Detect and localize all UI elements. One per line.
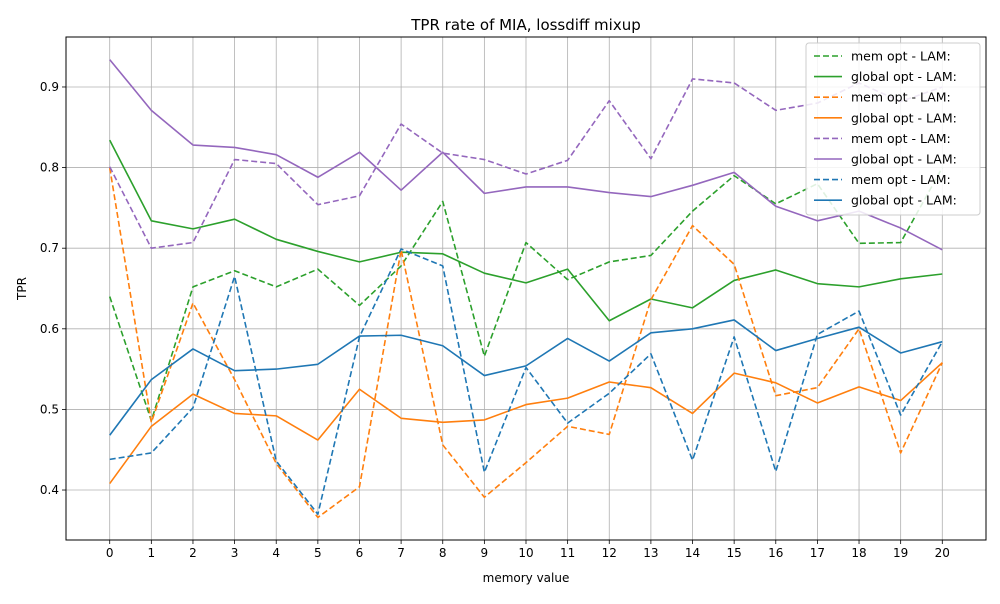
- x-tick-label: 2: [189, 546, 197, 560]
- x-tick-label: 9: [481, 546, 489, 560]
- x-tick-label: 15: [727, 546, 742, 560]
- x-tick-label: 6: [356, 546, 364, 560]
- x-axis-label: memory value: [483, 571, 570, 585]
- x-tick-label: 0: [106, 546, 114, 560]
- x-tick-label: 14: [685, 546, 700, 560]
- series-line-4: [109, 362, 943, 485]
- x-tick-label: 8: [439, 546, 447, 560]
- series-line-1: [108, 167, 943, 422]
- x-tick-label: 10: [518, 546, 533, 560]
- x-tick-label: 11: [560, 546, 575, 560]
- x-tick-label: 1: [148, 546, 156, 560]
- series-line-2: [108, 139, 943, 322]
- x-tick-label: 20: [935, 546, 950, 560]
- y-tick-label: 0.7: [40, 241, 59, 255]
- legend: mem opt - LAM: global opt - LAM: mem opt -…: [805, 42, 981, 216]
- x-tick-label: 7: [397, 546, 405, 560]
- y-tick-label: 0.6: [40, 322, 59, 336]
- legend-label: mem opt - LAM:: [851, 49, 951, 64]
- legend-label: mem opt - LAM:: [851, 131, 951, 146]
- x-tick-label: 17: [810, 546, 825, 560]
- x-tick-label: 13: [643, 546, 658, 560]
- x-tick-label: 4: [272, 546, 280, 560]
- series-line-3: [108, 167, 944, 519]
- series-line-7: [109, 248, 943, 516]
- x-tick-label: 18: [851, 546, 866, 560]
- series-line-8: [109, 319, 943, 436]
- legend-label: global opt - LAM:: [851, 193, 957, 208]
- legend-label: global opt - LAM:: [851, 152, 957, 167]
- chart-title: TPR rate of MIA, lossdiff mixup: [410, 16, 640, 34]
- series-line-6: [109, 59, 943, 251]
- legend-label: global opt - LAM:: [851, 69, 957, 84]
- y-tick-label: 0.8: [40, 161, 59, 175]
- legend-frame: [805, 42, 981, 216]
- y-tick-label: 0.4: [40, 483, 59, 497]
- x-tick-label: 12: [602, 546, 617, 560]
- tick-layer: 0 1 2 3 4 5 6 7 8 9 10 11 12 13 14 15 16 17 18 19 200.40.50.…: [40, 80, 950, 560]
- y-axis-label: TPR: [15, 277, 29, 301]
- legend-label: mem opt - LAM:: [851, 90, 951, 105]
- x-tick-label: 16: [768, 546, 783, 560]
- y-tick-label: 0.5: [40, 402, 59, 416]
- y-tick-label: 0.9: [40, 80, 59, 94]
- legend-label: global opt - LAM:: [851, 110, 957, 125]
- x-tick-label: 3: [231, 546, 239, 560]
- series-layer: [108, 59, 944, 519]
- x-tick-label: 5: [314, 546, 322, 560]
- series-line-5: [108, 78, 943, 249]
- legend-label: mem opt - LAM:: [851, 172, 951, 187]
- x-tick-label: 19: [893, 546, 908, 560]
